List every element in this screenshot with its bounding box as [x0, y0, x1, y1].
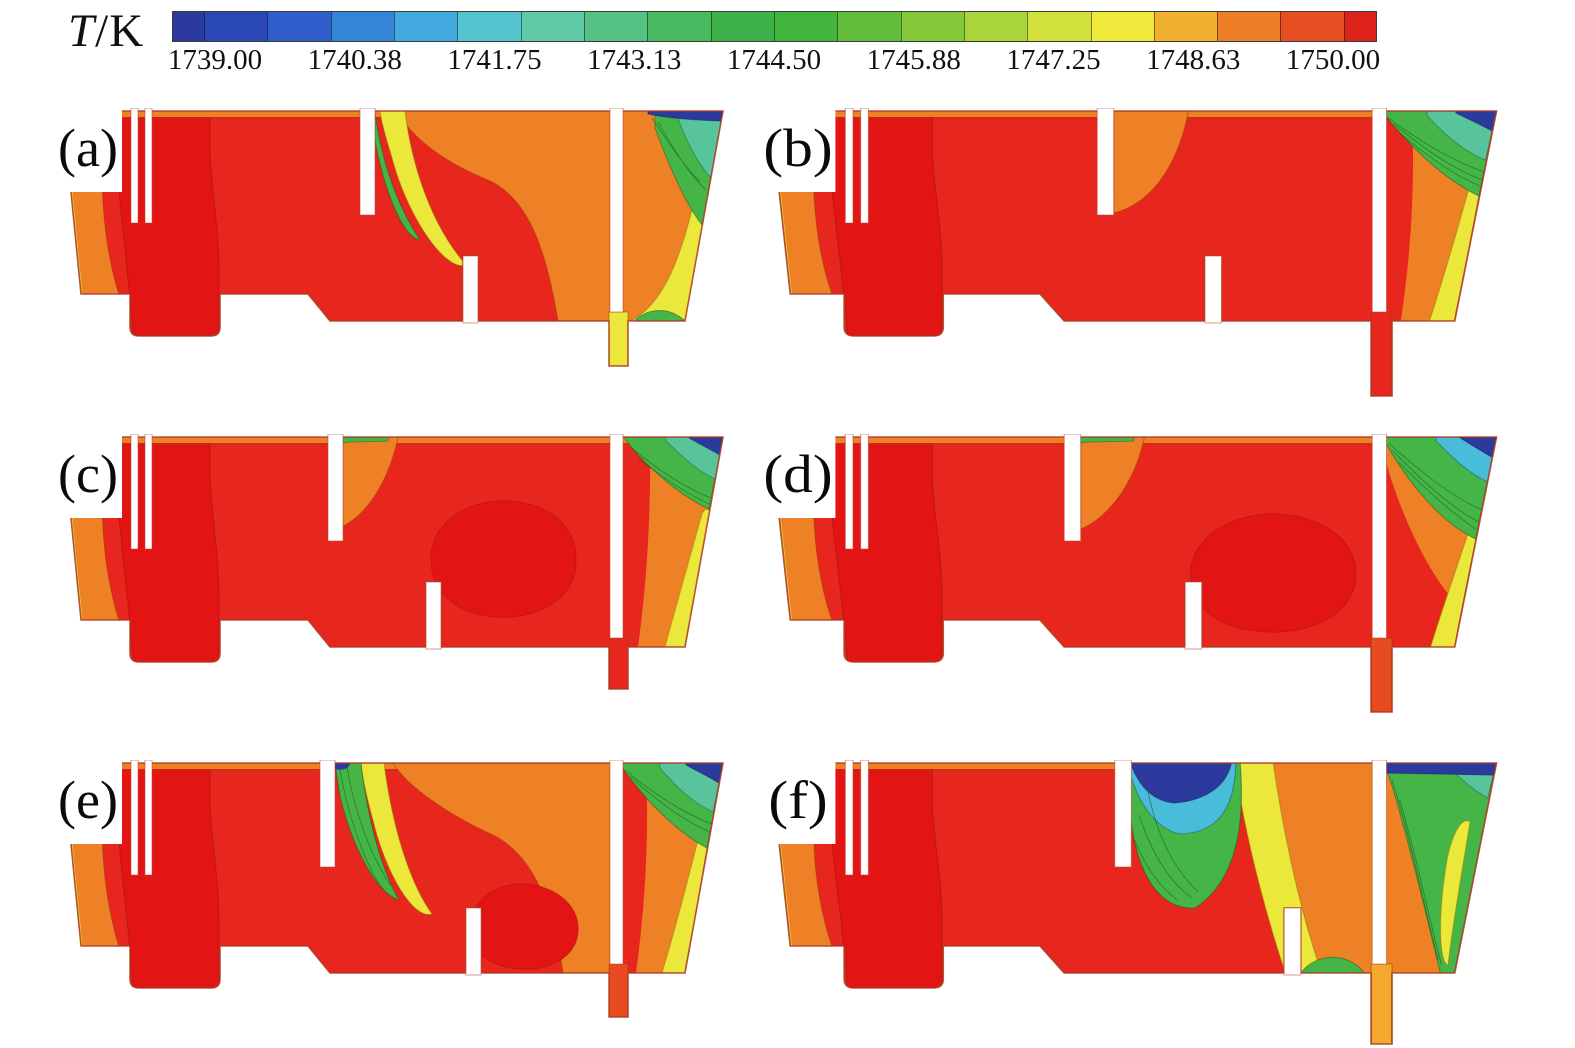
colorbar-cell — [710, 12, 774, 41]
furnace-wall — [319, 760, 336, 868]
colorbar-tick: 1743.13 — [587, 44, 682, 76]
panel-label: (b) — [765, 118, 833, 178]
colorbar-cell — [1343, 12, 1376, 41]
furnace-wall — [1184, 581, 1203, 650]
contour-panel-b: (b) — [765, 108, 1535, 408]
colorbar-cell — [394, 12, 458, 41]
panel-label: (c) — [58, 444, 118, 504]
contour-panel-d: (d) — [765, 434, 1535, 734]
colorbar-cell — [173, 12, 205, 41]
contour-panel-a: (a) — [58, 108, 758, 408]
furnace-wall — [860, 108, 869, 224]
contour-panel-c: (c) — [58, 434, 758, 734]
furnace-wall — [844, 760, 854, 876]
colorbar-cell — [900, 12, 964, 41]
panel-label-box — [58, 760, 122, 844]
colorbar-tick: 1747.25 — [1006, 44, 1101, 76]
temperature-contour-plot: (f) — [765, 760, 1498, 1045]
furnace-wall — [359, 108, 376, 216]
colorbar-cell — [330, 12, 395, 41]
furnace-wall — [465, 907, 482, 976]
colorbar-scale — [172, 11, 1377, 42]
colorbar-tick-labels: 1739.00 1740.38 1741.75 1743.13 1744.50 1745.… — [60, 44, 1390, 84]
furnace-wall — [844, 434, 854, 550]
furnace-wall — [860, 760, 869, 876]
colorbar-cell — [1280, 12, 1344, 41]
panel-label-box — [765, 108, 836, 192]
colorbar-cell — [963, 12, 1028, 41]
furnace-wall — [844, 108, 854, 224]
furnace-wall — [609, 434, 624, 639]
furnace-wall — [1371, 760, 1387, 965]
furnace-wall — [1063, 434, 1082, 542]
panel-label: (d) — [765, 444, 833, 504]
colorbar-cell — [267, 12, 331, 41]
furnace-wall — [425, 581, 442, 650]
panel-label-box — [58, 434, 122, 518]
furnace-wall — [860, 434, 869, 550]
temperature-contour-plot: (a) — [58, 108, 724, 367]
colorbar-tick: 1748.63 — [1146, 44, 1241, 76]
colorbar-cell — [1217, 12, 1281, 41]
panel-label-box — [58, 108, 122, 192]
furnace-wall — [144, 434, 153, 550]
colorbar-title-symbol: T — [68, 5, 96, 57]
colorbar-cell — [1027, 12, 1091, 41]
furnace-wall — [462, 255, 479, 324]
colorbar-title-unit: /K — [95, 5, 145, 57]
colorbar-cell — [647, 12, 711, 41]
furnace-wall — [1283, 907, 1302, 976]
colorbar-tick: 1739.00 — [167, 44, 263, 76]
colorbar-cell — [584, 12, 648, 41]
panel-label: (a) — [58, 118, 118, 178]
colorbar-tick: 1744.50 — [726, 44, 822, 76]
furnace-wall — [144, 760, 153, 876]
colorbar-tick: 1750.00 — [1285, 44, 1381, 76]
furnace-wall — [1371, 108, 1387, 313]
colorbar-tick: 1740.38 — [307, 44, 402, 76]
colorbar-cell — [520, 12, 585, 41]
colorbar-cell — [204, 12, 268, 41]
furnace-wall — [130, 434, 139, 550]
furnace-wall — [144, 108, 153, 224]
colorbar-title: T/K — [68, 4, 144, 58]
furnace-wall — [130, 760, 139, 876]
colorbar-cell — [773, 12, 838, 41]
colorbar-cell — [837, 12, 901, 41]
furnace-wall — [1114, 760, 1132, 868]
panel-label: (f) — [768, 770, 827, 830]
furnace-wall — [327, 434, 344, 542]
colorbar: T/K 1739.00 1740.38 1741.75 1743.13 1744.50 1… — [60, 4, 1390, 90]
furnace-wall — [1371, 434, 1387, 639]
temperature-contour-plot: (b) — [765, 108, 1498, 397]
temperature-contour-plot: (e) — [58, 760, 724, 1018]
colorbar-cell — [1153, 12, 1218, 41]
panel-label: (e) — [58, 770, 118, 830]
panel-label-box — [765, 434, 836, 518]
furnace-wall — [609, 760, 624, 965]
furnace-wall — [1204, 255, 1222, 324]
panel-label-box — [765, 760, 836, 844]
colorbar-tick: 1741.75 — [447, 44, 542, 76]
furnace-wall — [130, 108, 139, 224]
contour-panel-e: (e) — [58, 760, 758, 1048]
colorbar-cell — [1090, 12, 1154, 41]
furnace-wall — [1096, 108, 1115, 216]
furnace-wall — [609, 108, 624, 313]
temperature-contour-plot: (d) — [765, 434, 1498, 713]
colorbar-cell — [457, 12, 521, 41]
contour-panel-f: (f) — [765, 760, 1535, 1048]
colorbar-tick: 1745.88 — [866, 44, 961, 76]
temperature-contour-plot: (c) — [58, 434, 724, 690]
